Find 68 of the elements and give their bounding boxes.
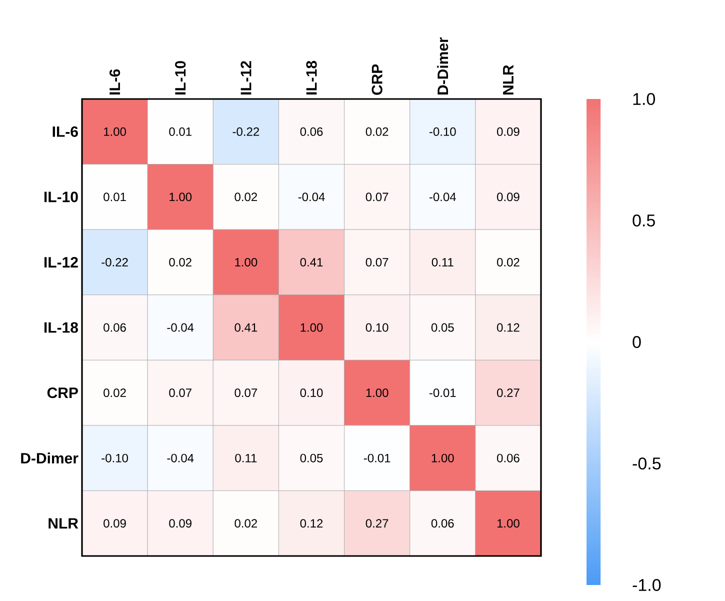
data-label: -0.22 bbox=[102, 258, 128, 266]
data-label: -0.10 bbox=[430, 127, 456, 136]
data-label: 0.06 bbox=[300, 127, 323, 136]
y-tick-label: IL-12 bbox=[44, 256, 78, 268]
x-tick-label: IL-6 bbox=[109, 69, 120, 94]
data-label: 0.12 bbox=[497, 323, 520, 332]
x-tick-label: CRP bbox=[372, 64, 382, 95]
data-label: 1.00 bbox=[497, 519, 520, 528]
data-label: 0.09 bbox=[169, 519, 192, 528]
data-label: 0.02 bbox=[169, 258, 192, 266]
data-label: 1.00 bbox=[104, 127, 126, 136]
data-label: -0.01 bbox=[364, 454, 390, 462]
color-bar-label: 1.0 bbox=[633, 92, 656, 106]
data-label: 0.27 bbox=[497, 388, 520, 398]
data-label: 1.00 bbox=[235, 258, 258, 266]
x-tick-label: IL-18 bbox=[306, 60, 317, 94]
data-label: 0.07 bbox=[366, 192, 388, 202]
data-label: 0.02 bbox=[366, 127, 388, 136]
y-tick-label: IL-6 bbox=[52, 126, 78, 137]
data-label: 1.00 bbox=[300, 323, 323, 332]
data-label: 0.11 bbox=[432, 258, 454, 266]
data-label: 0.05 bbox=[431, 323, 454, 332]
data-label: 0.02 bbox=[104, 388, 126, 398]
y-tick-label: D-Dimer bbox=[21, 452, 78, 464]
x-tick-label: D-Dimer bbox=[437, 37, 448, 94]
data-label: 1.00 bbox=[432, 454, 454, 462]
data-label: -0.04 bbox=[430, 192, 456, 202]
data-label: 0.11 bbox=[235, 454, 257, 462]
data-label: -0.04 bbox=[298, 192, 325, 202]
data-label: 0.02 bbox=[497, 258, 520, 266]
data-label: 0.41 bbox=[300, 258, 323, 266]
y-tick-label: CRP bbox=[47, 387, 78, 398]
data-label: 0.02 bbox=[234, 519, 258, 528]
color-bar-label: 0.5 bbox=[632, 214, 655, 227]
data-label: 0.01 bbox=[104, 192, 126, 202]
data-label: 0.07 bbox=[169, 388, 192, 398]
data-label: 0.06 bbox=[431, 519, 454, 528]
x-tick-label: IL-12 bbox=[240, 61, 252, 94]
data-label: 0.06 bbox=[104, 323, 126, 332]
data-label: 0.09 bbox=[497, 127, 520, 136]
data-label: -0.04 bbox=[167, 323, 194, 332]
data-label: -0.10 bbox=[102, 454, 128, 462]
data-label: 0.06 bbox=[497, 454, 520, 462]
data-label: -0.04 bbox=[167, 454, 194, 462]
color-bar-label: 0 bbox=[632, 336, 641, 348]
data-label: 0.10 bbox=[366, 323, 388, 332]
data-label: 0.02 bbox=[234, 192, 258, 202]
data-label: -0.22 bbox=[232, 127, 260, 136]
data-label: 0.07 bbox=[366, 258, 388, 266]
data-label: 0.07 bbox=[234, 388, 258, 398]
data-label: 1.00 bbox=[366, 388, 388, 398]
data-label: 0.01 bbox=[169, 127, 192, 136]
x-tick-label: IL-10 bbox=[175, 61, 186, 94]
data-label: 0.10 bbox=[300, 388, 323, 398]
color-bar-label: -1.0 bbox=[632, 578, 661, 592]
x-tick-label: NLR bbox=[503, 64, 514, 94]
data-label: 0.09 bbox=[104, 519, 126, 528]
y-tick-label: NLR bbox=[48, 518, 78, 529]
y-tick-label: IL-10 bbox=[44, 192, 78, 202]
data-label: 0.41 bbox=[234, 323, 258, 332]
data-label: -0.01 bbox=[430, 388, 456, 398]
data-label: 0.05 bbox=[300, 454, 323, 462]
data-label: 1.00 bbox=[170, 192, 192, 202]
data-label: 0.09 bbox=[497, 192, 520, 202]
color-bar-label: -0.5 bbox=[632, 457, 661, 470]
y-tick-label: IL-18 bbox=[44, 322, 78, 333]
data-label: 0.12 bbox=[300, 519, 323, 528]
data-label: 0.27 bbox=[366, 519, 388, 528]
